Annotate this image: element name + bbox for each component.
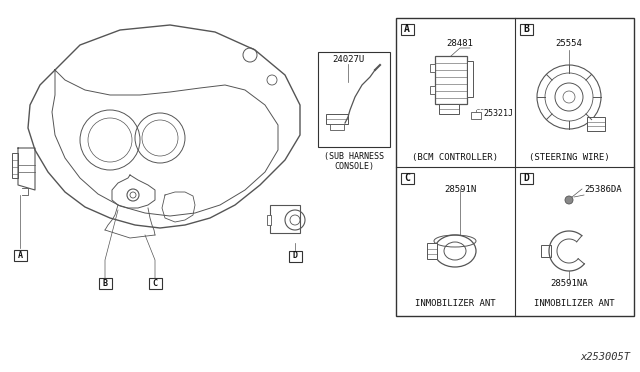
Bar [427,243,437,259]
Text: 28591N: 28591N [444,185,476,193]
Bar [13,250,26,260]
Text: C: C [404,173,410,183]
Text: 25386DA: 25386DA [584,185,621,193]
Bar [430,86,435,94]
Bar [430,64,435,72]
Text: D: D [292,251,298,260]
Text: B: B [523,24,529,34]
Text: 28591NA: 28591NA [550,279,588,288]
Text: x253005T: x253005T [580,352,630,362]
Text: INMOBILIZER ANT: INMOBILIZER ANT [534,299,614,308]
Text: (SUB HARNESS
CONSOLE): (SUB HARNESS CONSOLE) [324,152,384,171]
Bar [541,245,551,257]
Text: (STEERING WIRE): (STEERING WIRE) [529,153,609,162]
Bar [520,173,532,183]
Bar [148,278,161,289]
Bar [12,153,18,178]
Text: 25554: 25554 [556,39,582,48]
Bar [520,23,532,35]
Bar [318,52,390,147]
Bar [401,173,413,183]
Text: B: B [102,279,108,288]
Text: A: A [17,250,22,260]
Bar [467,61,473,97]
Bar [99,278,111,289]
Text: 28481: 28481 [447,39,474,48]
Bar [270,205,300,233]
Text: INMOBILIZER ANT: INMOBILIZER ANT [415,299,495,308]
Text: 25321J: 25321J [483,109,513,119]
Text: C: C [152,279,157,288]
Bar [330,124,344,130]
Bar [326,114,348,124]
Bar [439,104,459,114]
Bar [267,215,271,225]
Text: A: A [404,24,410,34]
Text: D: D [523,173,529,183]
Text: 24027U: 24027U [332,55,364,64]
Text: (BCM CONTROLLER): (BCM CONTROLLER) [412,153,498,162]
Bar [435,56,467,104]
Circle shape [565,196,573,204]
Bar [471,112,481,119]
Bar [289,250,301,262]
Bar [587,117,605,131]
Bar [401,23,413,35]
Bar [396,18,634,316]
